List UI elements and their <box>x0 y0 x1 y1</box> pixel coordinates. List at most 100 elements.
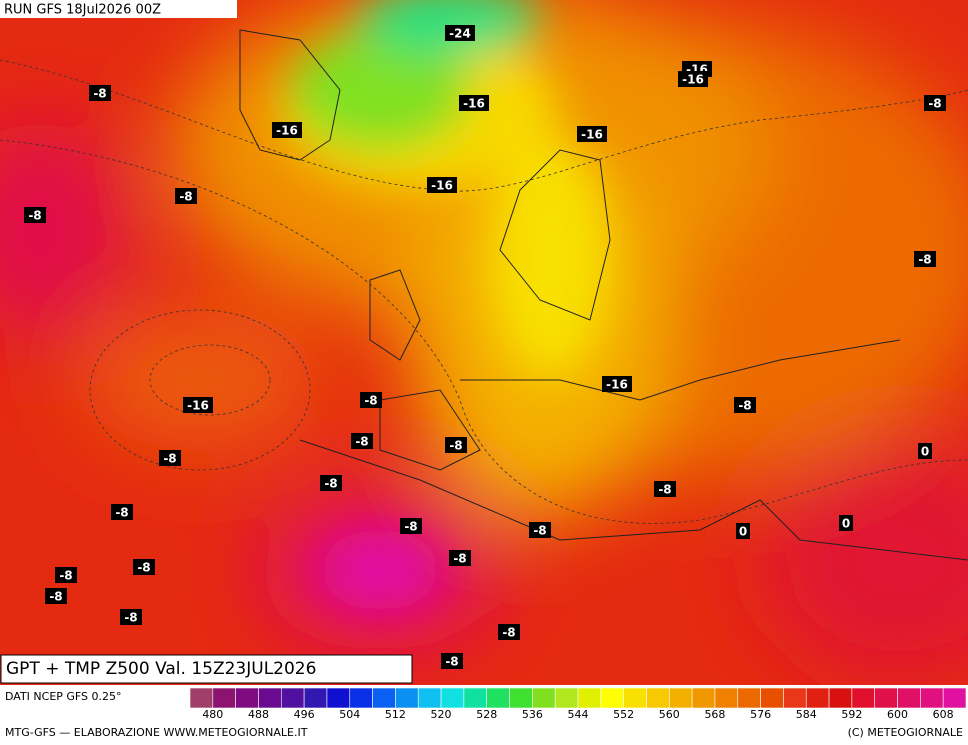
footer-right: (C) METEOGIORNALE <box>848 726 963 739</box>
isotherm-label-bg <box>602 376 632 392</box>
color-bar-label: 544 <box>568 708 589 721</box>
isotherm-label-bg <box>654 481 676 497</box>
color-swatch <box>326 687 351 709</box>
color-swatch <box>851 687 876 709</box>
color-swatch <box>509 687 533 709</box>
isotherm-label: -8 <box>28 209 41 223</box>
color-bar-label: 568 <box>704 708 725 721</box>
isotherm-label-bg <box>678 71 708 87</box>
isotherm-label-bg <box>924 95 946 111</box>
isotherm-label: -8 <box>449 439 462 453</box>
color-swatch <box>212 687 236 709</box>
color-bar-label: 552 <box>613 708 634 721</box>
color-swatch <box>942 687 967 709</box>
isotherm-label: -16 <box>581 128 603 142</box>
isotherm-label: -8 <box>59 569 72 583</box>
color-swatch <box>235 687 259 709</box>
color-swatch <box>280 687 305 709</box>
color-swatch <box>874 687 898 709</box>
isotherm-label-bg <box>914 251 936 267</box>
color-bar-label: 480 <box>202 708 223 721</box>
color-swatch <box>554 687 579 709</box>
isotherm-label-bg <box>736 523 750 539</box>
isotherm-label: -8 <box>364 394 377 408</box>
color-swatch <box>920 687 944 709</box>
color-bar-label: 560 <box>659 708 680 721</box>
isotherm-label: -8 <box>163 452 176 466</box>
isotherm-label: -16 <box>463 97 485 111</box>
coastlines <box>239 29 968 561</box>
isotherm-label: -8 <box>502 626 515 640</box>
color-swatch <box>395 687 419 709</box>
color-swatch <box>577 687 602 709</box>
isotherm-label-bg <box>577 126 607 142</box>
run-box <box>0 0 237 18</box>
color-swatch <box>463 687 488 709</box>
isotherm-label: -24 <box>449 27 471 41</box>
isotherm-label: 0 <box>842 517 850 531</box>
isotherm-label-bg <box>55 567 77 583</box>
contours <box>0 59 968 524</box>
footer-left: MTG-GFS — ELABORAZIONE WWW.METEOGIORNALE… <box>5 726 308 739</box>
isotherm-label: -8 <box>918 253 931 267</box>
isotherm-label: -8 <box>324 477 337 491</box>
isotherm-label: 0 <box>921 445 929 459</box>
color-swatch <box>372 687 396 709</box>
color-swatch <box>417 687 442 709</box>
run-label: RUN GFS 18Jul2026 00Z <box>4 3 161 18</box>
color-bar: 480 488 496 504 512 520 528 536 544 552 560 568 576 5… <box>189 687 967 721</box>
color-swatch <box>349 687 373 709</box>
isotherm-label-bg <box>159 450 181 466</box>
color-swatch <box>440 687 465 709</box>
color-bar-label: 512 <box>385 708 406 721</box>
color-bar-label: 584 <box>796 708 817 721</box>
color-bar-label: 520 <box>431 708 452 721</box>
isotherm-labels: -24-16-16-8-8-16-16 -16-16-8-8-8-16-8-16-… <box>24 25 946 669</box>
color-swatch <box>668 687 693 709</box>
color-swatch <box>783 687 807 709</box>
isotherm-label-bg <box>445 437 467 453</box>
color-swatch <box>760 687 784 709</box>
color-bar-label: 576 <box>750 708 771 721</box>
isotherm-label-bg <box>133 559 155 575</box>
isotherm-label: -16 <box>276 124 298 138</box>
color-swatch <box>532 687 556 709</box>
color-bar-label: 488 <box>248 708 269 721</box>
isotherm-label: -8 <box>49 590 62 604</box>
source-label: DATI NCEP GFS 0.25° <box>5 690 122 703</box>
isotherm-label-bg <box>400 518 422 534</box>
isotherm-label-bg <box>45 588 67 604</box>
isotherm-label: -8 <box>115 506 128 520</box>
color-swatch <box>258 687 282 709</box>
isotherm-label: -8 <box>658 483 671 497</box>
isotherm-label-bg <box>183 397 213 413</box>
color-swatch <box>897 687 921 709</box>
isotherm-label: -16 <box>682 73 704 87</box>
isotherm-label-bg <box>459 95 489 111</box>
color-swatch <box>189 687 214 709</box>
isotherm-label-bg <box>351 433 373 449</box>
isotherm-label-bg <box>529 522 551 538</box>
isotherm-label-bg <box>111 504 133 520</box>
color-swatch <box>303 687 328 709</box>
color-swatch <box>600 687 624 709</box>
color-bar-label: 536 <box>522 708 543 721</box>
isotherm-label-bg <box>24 207 46 223</box>
isotherm-label: -8 <box>445 655 458 669</box>
color-bar-label: 496 <box>294 708 315 721</box>
isotherm-label: -8 <box>738 399 751 413</box>
isotherm-label-bg <box>441 653 463 669</box>
color-bar-label: 608 <box>933 708 954 721</box>
isotherm-label-bg <box>360 392 382 408</box>
isotherm-label-bg <box>918 443 932 459</box>
isotherm-label: -8 <box>928 97 941 111</box>
isotherm-label-bg <box>445 25 475 41</box>
isotherm-label: -16 <box>187 399 209 413</box>
color-bar-label: 504 <box>339 708 360 721</box>
color-swatch <box>623 687 647 709</box>
isotherm-label: -16 <box>606 378 628 392</box>
color-bar-label: 600 <box>887 708 908 721</box>
isotherm-label: 0 <box>739 525 747 539</box>
isotherm-label: -8 <box>355 435 368 449</box>
